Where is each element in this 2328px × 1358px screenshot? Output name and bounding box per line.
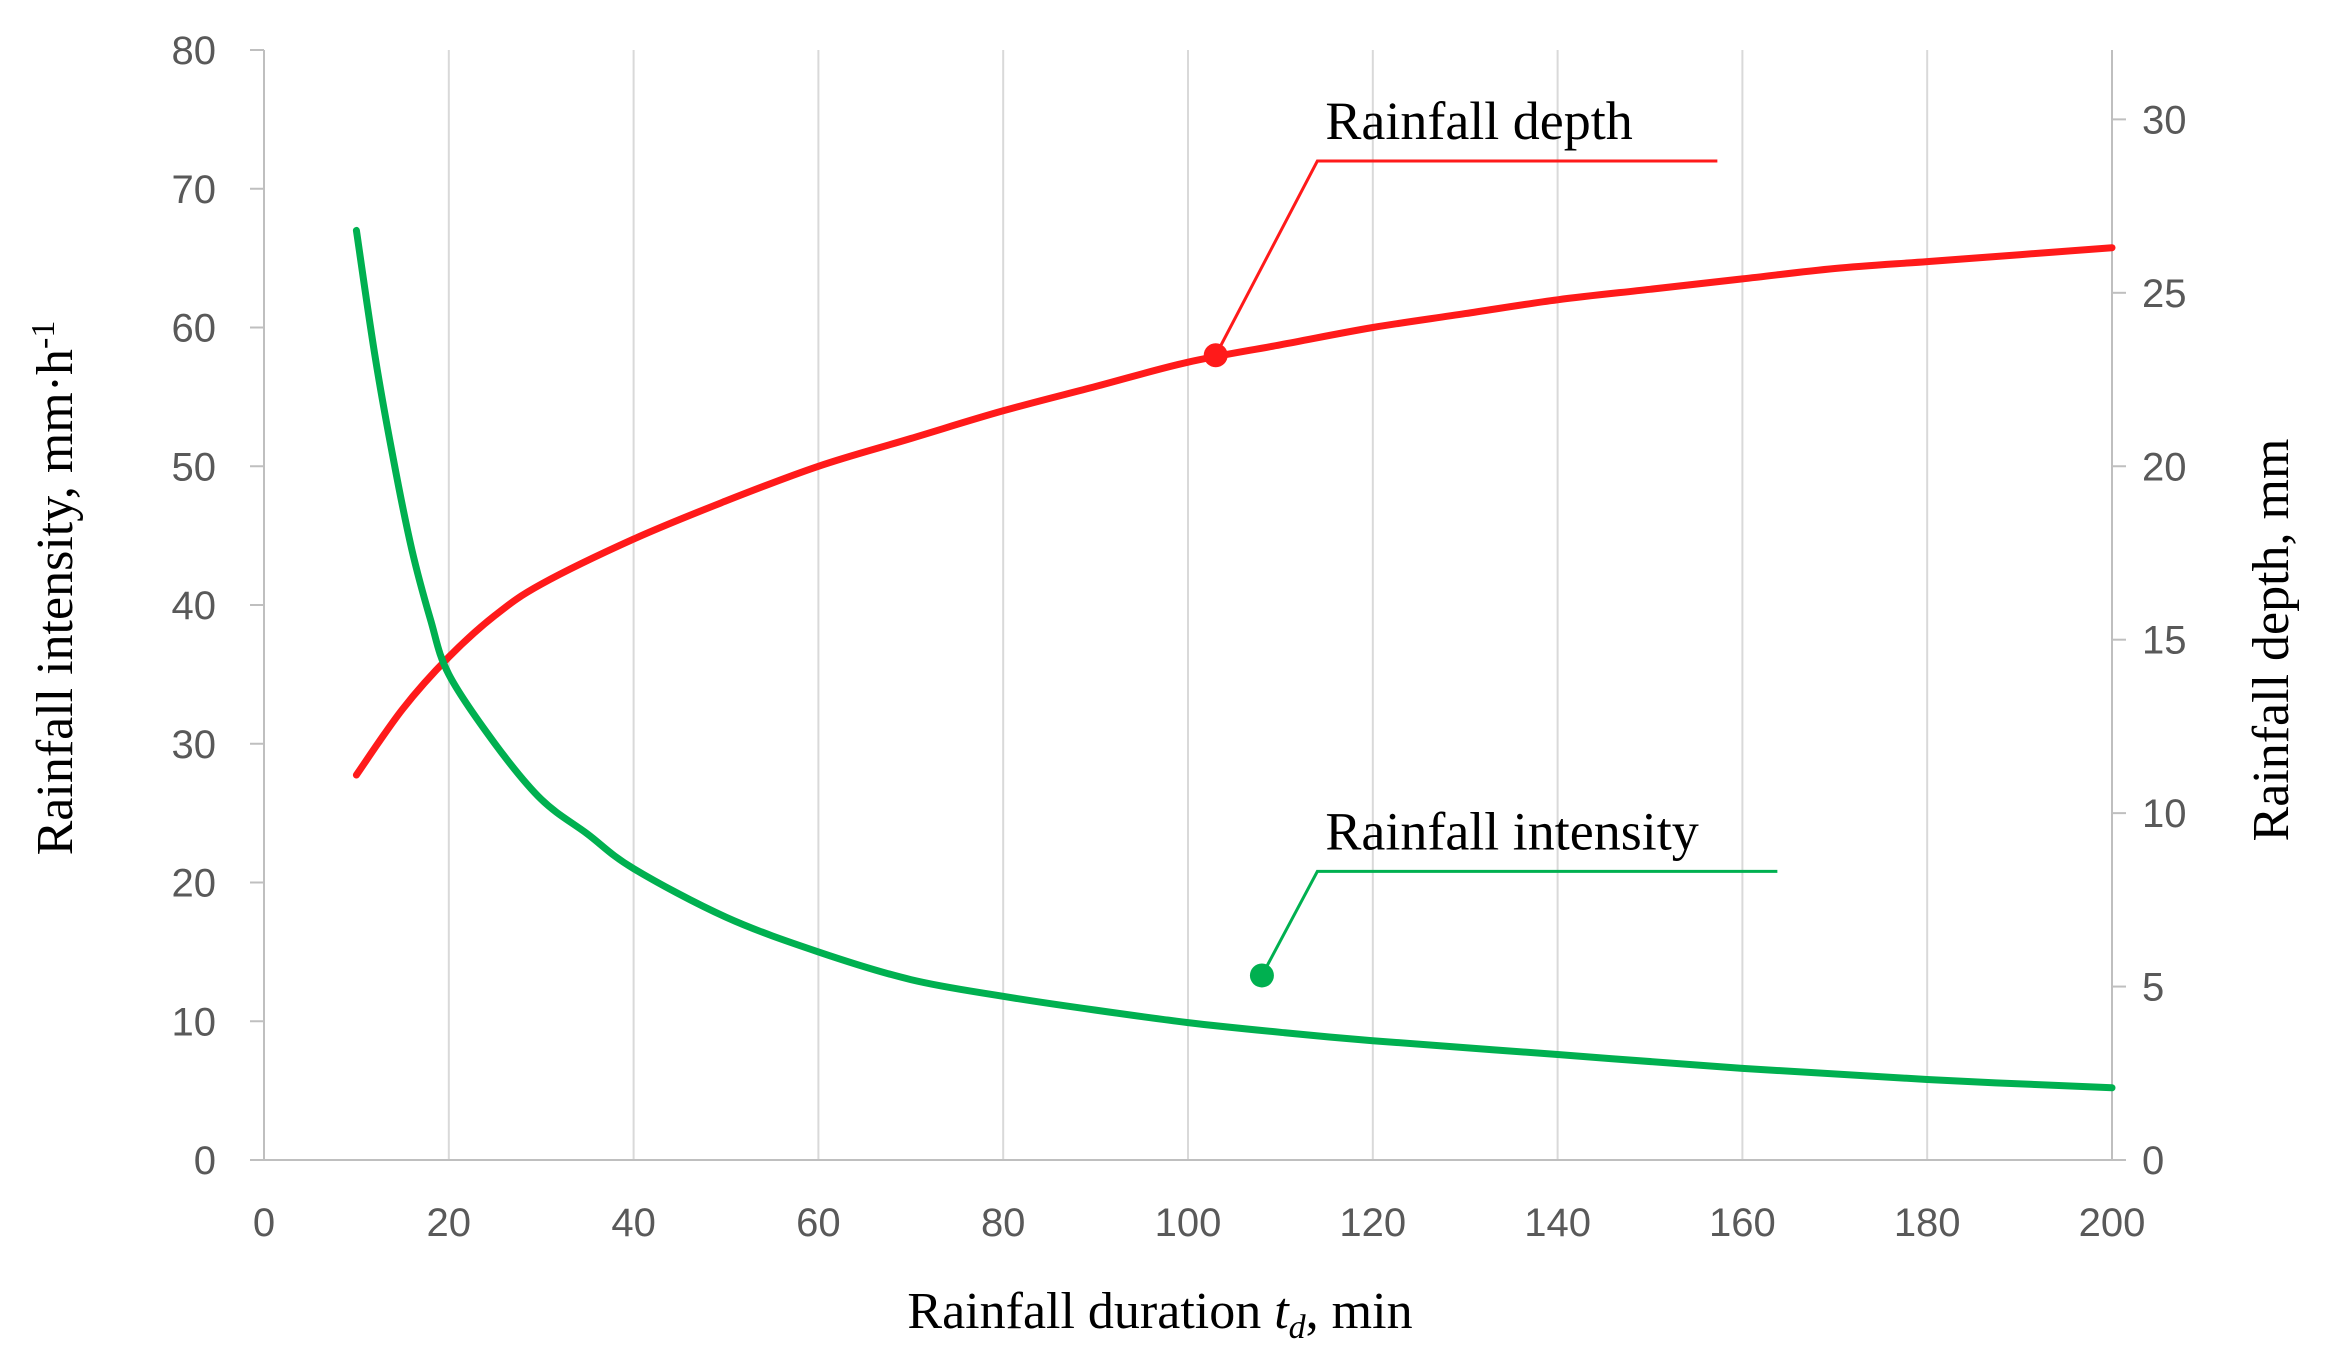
x-tick-label: 180 bbox=[1894, 1201, 1961, 1245]
right-y-tick-label: 0 bbox=[2142, 1139, 2164, 1183]
x-tick-label: 140 bbox=[1524, 1201, 1591, 1245]
left-y-title-superscript: -1 bbox=[25, 321, 62, 349]
intensity-callout-label: Rainfall intensity bbox=[1325, 801, 1698, 861]
left-y-tick-label: 10 bbox=[172, 1000, 217, 1044]
left-y-tick-label: 80 bbox=[172, 29, 217, 73]
x-title-part: , min bbox=[1306, 1283, 1413, 1340]
left-y-tick-label: 0 bbox=[194, 1139, 216, 1183]
x-axis-title: Rainfall duration td, min bbox=[907, 1283, 1412, 1346]
intensity-callout-leader bbox=[1260, 869, 1778, 977]
rainfall-intensity-series-line bbox=[352, 226, 2116, 1092]
right-y-tick-label: 15 bbox=[2142, 619, 2187, 663]
x-title-part: Rainfall duration bbox=[907, 1283, 1274, 1340]
x-tick-label: 60 bbox=[796, 1201, 841, 1245]
x-tick-labels: 0 20 40 60 80 100 120 140 160 180 200 bbox=[253, 1201, 2146, 1245]
grid-lines bbox=[447, 50, 2113, 1160]
right-y-tick-labels: 0 5 10 15 20 25 30 bbox=[2142, 98, 2187, 1183]
left-y-title-part: Rainfall intensity, mm·h bbox=[27, 349, 84, 855]
right-y-tick-label: 25 bbox=[2142, 272, 2187, 316]
x-tick-label: 160 bbox=[1709, 1201, 1776, 1245]
x-tick-label: 80 bbox=[981, 1201, 1026, 1245]
left-y-tick-label: 60 bbox=[172, 307, 217, 351]
right-y-tick-label: 30 bbox=[2142, 98, 2187, 142]
depth-callout-label: Rainfall depth bbox=[1325, 91, 1632, 151]
left-y-axis-title: Rainfall intensity, mm·h-1 bbox=[25, 321, 84, 856]
right-y-tick-label: 20 bbox=[2142, 445, 2187, 489]
x-tick-label: 40 bbox=[611, 1201, 656, 1245]
depth-callout-leader bbox=[1214, 159, 1718, 356]
left-y-tick-labels: 0 10 20 30 40 50 60 70 80 bbox=[172, 29, 217, 1183]
x-tick-label: 0 bbox=[253, 1201, 275, 1245]
right-y-axis-title: Rainfall depth, mm bbox=[2243, 439, 2300, 842]
x-tick-label: 20 bbox=[427, 1201, 472, 1245]
left-y-tick-label: 40 bbox=[172, 584, 217, 628]
left-y-tick-label: 20 bbox=[172, 862, 217, 906]
depth-marker bbox=[1203, 343, 1228, 368]
x-tick-label: 200 bbox=[2079, 1201, 2146, 1245]
left-y-tick-label: 70 bbox=[172, 168, 217, 212]
x-title-var: t bbox=[1274, 1283, 1290, 1340]
intensity-marker bbox=[1249, 963, 1274, 988]
rainfall-depth-series-line bbox=[352, 244, 2116, 779]
right-y-tick-label: 5 bbox=[2142, 966, 2164, 1010]
axes bbox=[250, 49, 2126, 1161]
x-tick-label: 120 bbox=[1339, 1201, 1406, 1245]
x-title-subscript: d bbox=[1289, 1309, 1307, 1346]
right-y-tick-label: 10 bbox=[2142, 792, 2187, 836]
left-y-tick-label: 50 bbox=[172, 445, 217, 489]
series-lines bbox=[352, 226, 2116, 1092]
left-y-tick-label: 30 bbox=[172, 723, 217, 767]
x-tick-label: 100 bbox=[1155, 1201, 1222, 1245]
callouts: Rainfall depth Rainfall intensity bbox=[1203, 91, 1778, 988]
